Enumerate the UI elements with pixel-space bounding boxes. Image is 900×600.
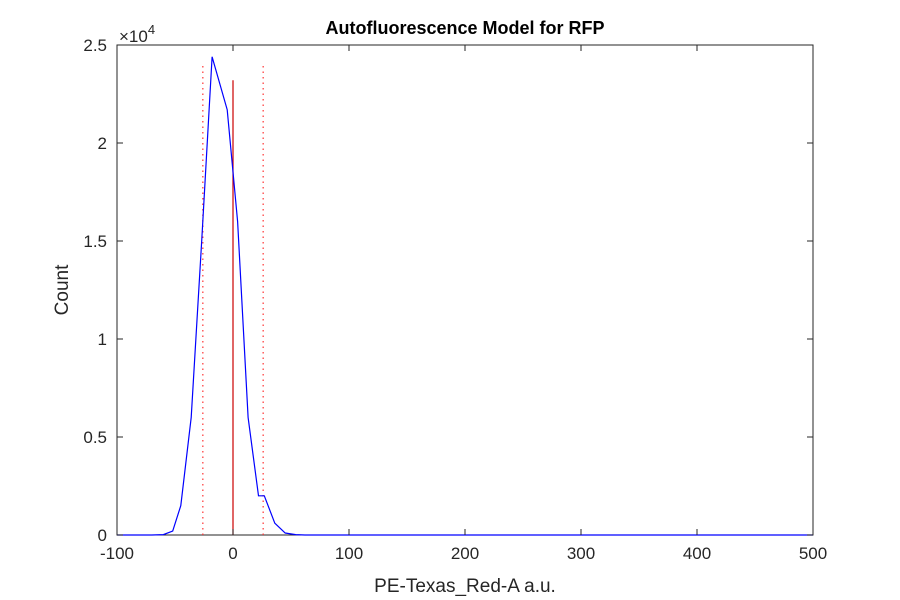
- y-tick-label: 1: [98, 330, 107, 349]
- x-tick-label: 500: [799, 544, 827, 563]
- y-tick-label: 0.5: [83, 428, 107, 447]
- chart-marks: [117, 56, 813, 536]
- plot-area: [116, 44, 814, 536]
- y-axis-label: Count: [52, 264, 73, 315]
- y-axis: 0 0.5 1 1.5 2 2.5: [83, 36, 813, 545]
- chart-title: Autofluorescence Model for RFP: [325, 18, 604, 38]
- y-tick-label: 0: [98, 526, 107, 545]
- series-line-0: [117, 56, 813, 536]
- x-tick-label: 400: [683, 544, 711, 563]
- x-tick-label: 200: [451, 544, 479, 563]
- y-tick-label: 2: [98, 134, 107, 153]
- y-exponent-label: ×104: [119, 22, 155, 46]
- x-tick-label: 300: [567, 544, 595, 563]
- y-exponent-base: ×10: [119, 27, 148, 46]
- y-tick-label: 1.5: [83, 232, 107, 251]
- y-tick-label: 2.5: [83, 36, 107, 55]
- x-axis-label: PE-Texas_Red-A a.u.: [374, 576, 556, 597]
- x-tick-label: 0: [228, 544, 237, 563]
- x-tick-label: -100: [100, 544, 134, 563]
- x-tick-label: 100: [335, 544, 363, 563]
- y-exponent-power: 4: [148, 22, 155, 37]
- x-axis: -100 0 100 200 300 400 500: [100, 45, 827, 563]
